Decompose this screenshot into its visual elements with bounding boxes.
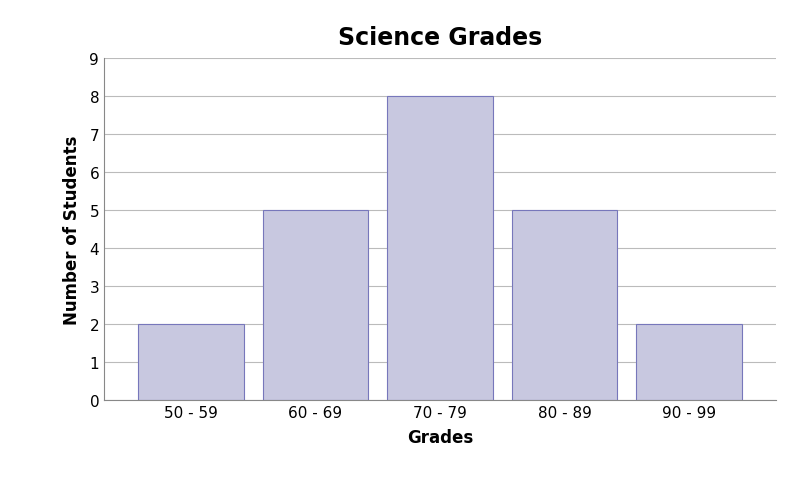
Bar <box>387 97 493 400</box>
X-axis label: Grades: Grades <box>407 428 473 446</box>
Bar <box>636 324 742 400</box>
Title: Science Grades: Science Grades <box>338 26 542 50</box>
Bar <box>138 324 244 400</box>
Y-axis label: Number of Students: Number of Students <box>63 135 81 324</box>
Bar <box>262 210 369 400</box>
Bar <box>511 210 618 400</box>
